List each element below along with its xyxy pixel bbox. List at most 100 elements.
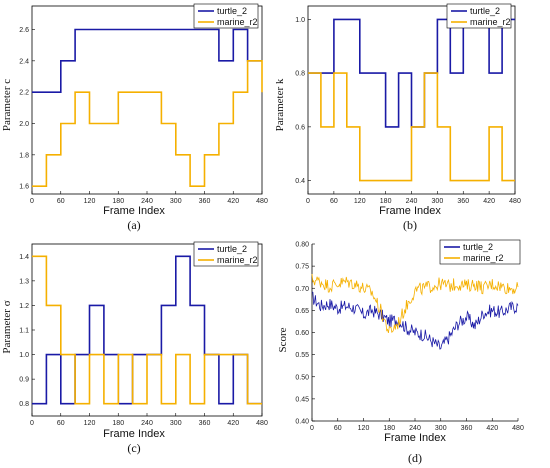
x-tick-label: 300	[170, 198, 182, 205]
x-tick-label: 480	[509, 198, 521, 205]
x-tick-label: 0	[306, 198, 310, 205]
x-tick-label: 60	[57, 198, 65, 205]
series-line-turtle_2	[32, 28, 262, 93]
x-tick-label: 180	[380, 198, 392, 205]
y-tick-label: 2.4	[19, 58, 29, 65]
y-tick-label: 2.2	[19, 90, 29, 97]
x-tick-label: 360	[199, 420, 211, 427]
legend-label: marine_r2	[463, 253, 504, 263]
x-tick-label: 120	[354, 198, 366, 205]
x-tick-label: 420	[483, 198, 495, 205]
x-tick-label: 300	[432, 198, 444, 205]
y-tick-label: 0.4	[295, 178, 305, 185]
y-tick-label: 0.8	[295, 71, 305, 78]
x-tick-label: 420	[486, 425, 498, 432]
x-tick-label: 360	[457, 198, 469, 205]
legend-box	[439, 239, 521, 265]
x-tick-label: 60	[334, 425, 342, 432]
y-tick-label: 1.3	[19, 278, 29, 285]
x-tick-label: 120	[84, 198, 96, 205]
panel-d-caption: (d)	[408, 451, 422, 465]
series-line-marine_r2	[32, 255, 262, 405]
legend-label: turtle_2	[470, 6, 500, 16]
y-tick-label: 0.55	[295, 352, 309, 359]
y-tick-label: 0.8	[19, 401, 29, 408]
legend-label: turtle_2	[463, 242, 493, 252]
x-tick-label: 300	[170, 420, 182, 427]
panel-a-ylabel: Parameter c	[1, 79, 13, 131]
series-line-turtle_2	[311, 291, 519, 350]
legend-label: marine_r2	[217, 255, 258, 265]
x-tick-label: 180	[383, 425, 395, 432]
x-tick-label: 120	[358, 425, 370, 432]
y-tick-label: 0.70	[295, 286, 309, 293]
panel-c-ylabel: Parameter σ	[1, 300, 13, 353]
x-tick-label: 480	[256, 198, 268, 205]
panel-b-caption: (b)	[403, 218, 417, 232]
panel-c-xlabel: Frame Index	[103, 428, 165, 440]
x-tick-label: 60	[57, 420, 65, 427]
legend-box	[193, 241, 259, 267]
panel-a-plot: 0 60 120 180 240 300 360 420 480 1.6 1.8 2.0 2.2 2.4 2…	[19, 3, 268, 205]
panel-b-ylabel: Parameter k	[274, 78, 286, 131]
x-tick-label: 0	[30, 198, 34, 205]
x-tick-label: 240	[409, 425, 421, 432]
y-tick-label: 0.9	[19, 377, 29, 384]
x-tick-label: 480	[512, 425, 524, 432]
x-tick-label: 180	[112, 420, 124, 427]
legend-box	[446, 3, 512, 29]
x-tick-label: 420	[227, 420, 239, 427]
x-tick-label: 480	[256, 420, 268, 427]
series-line-marine_r2	[311, 273, 519, 333]
panel-a-caption: (a)	[127, 218, 140, 232]
x-tick-label: 420	[227, 198, 239, 205]
y-tick-label: 2.6	[19, 27, 29, 34]
panel-c-plot: 0 60 120 180 240 300 360 420 480 0.8 0.9 1.0 1.1 1.2 1…	[19, 241, 268, 427]
x-tick-label: 240	[141, 420, 153, 427]
panel-b-xlabel: Frame Index	[379, 205, 441, 217]
panel-d-xlabel: Frame Index	[384, 432, 446, 444]
panel-d-plot: 0 60 120 180 240 300 360 420 480 0.40 0.45 0.50 0.55…	[295, 239, 524, 432]
y-tick-label: 0.80	[295, 242, 309, 249]
legend-label: turtle_2	[217, 6, 247, 16]
x-tick-label: 0	[310, 425, 314, 432]
panel-d: 0 60 120 180 240 300 360 420 480 0.40 0.45 0.50 0.55…	[277, 239, 524, 465]
x-tick-label: 300	[435, 425, 447, 432]
y-tick-label: 1.0	[19, 352, 29, 359]
panel-b-plot: 0 60 120 180 240 300 360 420 480 0.4 0.6 0.8 1.0 turt…	[295, 3, 521, 205]
y-tick-label: 0.75	[295, 264, 309, 271]
series-line-marine_r2	[32, 60, 263, 187]
x-tick-label: 180	[112, 198, 124, 205]
x-tick-label: 360	[199, 198, 211, 205]
y-tick-label: 1.6	[19, 184, 29, 191]
plot-frame	[31, 5, 263, 195]
legend-box	[193, 3, 259, 29]
legend-label: turtle_2	[217, 244, 247, 254]
x-tick-label: 360	[461, 425, 473, 432]
y-tick-label: 1.2	[19, 303, 29, 310]
x-tick-label: 240	[141, 198, 153, 205]
legend-label: marine_r2	[217, 17, 258, 27]
y-tick-label: 1.0	[295, 17, 305, 24]
y-tick-label: 1.1	[19, 328, 29, 335]
panel-c-caption: (c)	[127, 441, 140, 455]
y-tick-label: 1.8	[19, 152, 29, 159]
y-tick-label: 0.50	[295, 374, 309, 381]
x-tick-label: 60	[330, 198, 338, 205]
y-tick-label: 0.65	[295, 308, 309, 315]
x-tick-label: 0	[30, 420, 34, 427]
legend-label: marine_r2	[470, 17, 511, 27]
panel-a: 0 60 120 180 240 300 360 420 480 1.6 1.8 2.0 2.2 2.4 2…	[1, 3, 268, 232]
y-tick-label: 2.0	[19, 121, 29, 128]
x-tick-label: 240	[406, 198, 418, 205]
y-tick-label: 0.45	[295, 396, 309, 403]
y-tick-label: 0.6	[295, 124, 305, 131]
panel-d-ylabel: Score	[277, 327, 289, 352]
series-line-marine_r2	[308, 72, 515, 182]
x-tick-label: 120	[84, 420, 96, 427]
